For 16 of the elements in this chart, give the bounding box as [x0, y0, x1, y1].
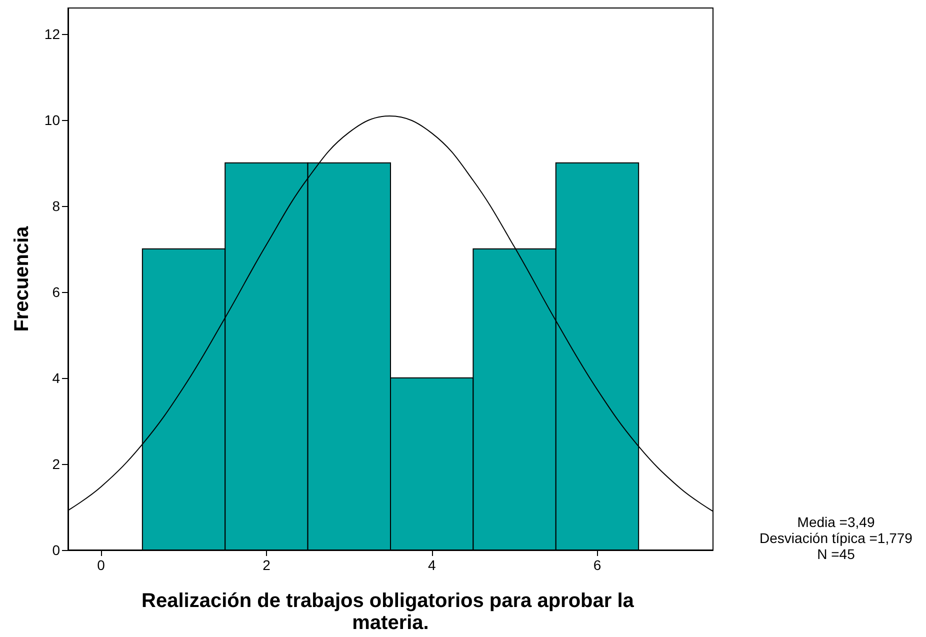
- y-tick-label: 12: [44, 26, 60, 42]
- x-tick-label: 4: [428, 557, 436, 573]
- y-tick-label: 10: [44, 112, 60, 128]
- y-tick-label: 6: [52, 284, 60, 300]
- text: Media =3,49: [797, 514, 875, 530]
- x-tick-label: 6: [593, 557, 602, 573]
- x-axis-title: Realización de trabajos obligatorios para aprobar la materia.: [142, 590, 640, 634]
- y-tick-label: 0: [52, 542, 60, 558]
- y-axis-title: Frecuencia: [11, 225, 33, 332]
- y-tick-label: 2: [52, 456, 60, 472]
- text: Desviación típica =1,779: [760, 530, 913, 546]
- text: N =45: [817, 546, 856, 562]
- x-tick-label: 2: [262, 557, 271, 573]
- x-tick-label: 0: [97, 557, 106, 573]
- y-tick-label: 8: [52, 198, 60, 214]
- y-tick-label: 4: [52, 370, 60, 386]
